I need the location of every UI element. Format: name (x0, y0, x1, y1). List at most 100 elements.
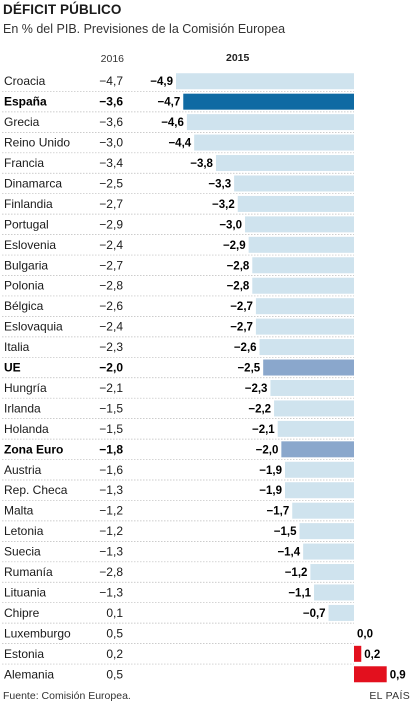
value-2015-label: −2,7 (230, 301, 253, 313)
bar-2015 (215, 155, 354, 172)
bar-2015 (354, 666, 387, 683)
value-2016-label: −2,3 (99, 340, 123, 354)
value-2015-label: −2,1 (252, 424, 275, 436)
bar-2015 (259, 339, 354, 356)
value-2015-label: −2,3 (245, 383, 268, 395)
value-2015-label: −1,9 (259, 485, 282, 497)
value-2015-label: −1,1 (288, 587, 311, 599)
bar-2015 (281, 441, 354, 458)
value-2016-label: −2,0 (99, 361, 123, 375)
value-2016-label: −2,8 (99, 279, 123, 293)
value-2016-label: −1,5 (99, 422, 123, 436)
bar-2015 (194, 134, 354, 151)
value-2015-label: 0,2 (364, 649, 380, 661)
value-2016-label: −1,2 (99, 524, 123, 538)
bar-2015 (299, 523, 354, 540)
bar-2015 (354, 645, 362, 662)
value-2015-label: 0,0 (357, 628, 373, 640)
publisher-logo: EL PAÍS (369, 690, 410, 702)
value-2016-label: −1,3 (99, 545, 123, 559)
country-label: España (4, 95, 47, 109)
value-2015-label: −3,3 (208, 178, 231, 190)
value-2015-label: −4,9 (150, 76, 173, 88)
value-2015-label: −0,7 (303, 608, 326, 620)
value-2015-label: −1,7 (267, 506, 290, 518)
value-2016-label: −3,4 (99, 156, 123, 170)
bar-2015 (270, 379, 354, 396)
country-label: UE (4, 361, 21, 375)
country-label: Eslovaquia (4, 320, 63, 334)
bar-2015 (248, 236, 354, 253)
country-label: Rumanía (4, 565, 53, 579)
value-2015-label: −3,8 (190, 158, 213, 170)
value-2015-label: −2,6 (234, 342, 257, 354)
bar-2015 (328, 604, 354, 621)
country-label: Polonia (4, 279, 44, 293)
country-label: Italia (4, 340, 30, 354)
bar-2015 (252, 277, 354, 294)
country-label: Zona Euro (4, 442, 63, 456)
bar-2015 (255, 318, 354, 335)
country-label: Francia (4, 156, 44, 170)
country-label: Rep. Checa (4, 483, 68, 497)
value-2016-label: −4,7 (99, 74, 123, 88)
country-label: Bélgica (4, 299, 44, 313)
chart-subtitle: En % del PIB. Previsiones de la Comisión… (3, 22, 286, 36)
value-2016-label: −3,6 (99, 115, 123, 129)
value-2016-label: −2,6 (99, 299, 123, 313)
chart-title: DÉFICIT PÚBLICO (3, 2, 122, 17)
value-2016-label: −2,1 (99, 381, 123, 395)
value-2016-label: −3,0 (99, 136, 123, 150)
value-2015-label: −1,9 (259, 465, 282, 477)
value-2015-label: −4,4 (168, 138, 191, 150)
bar-2015 (292, 502, 354, 519)
country-label: Suecia (4, 545, 41, 559)
bar-2015 (277, 420, 354, 437)
country-label: Hungría (4, 381, 47, 395)
value-2015-label: −1,4 (277, 547, 300, 559)
country-label: Lituania (4, 585, 46, 599)
column-header-2015: 2015 (226, 52, 250, 64)
country-label: Holanda (4, 422, 49, 436)
value-2016-label: −2,4 (99, 238, 123, 252)
column-header-2016: 2016 (100, 53, 124, 65)
bar-2015 (303, 543, 354, 560)
value-2015-label: −3,2 (212, 199, 235, 211)
bar-2015 (263, 359, 354, 376)
country-label: Letonia (4, 524, 44, 538)
bar-2015 (245, 216, 354, 233)
country-label: Grecia (4, 115, 40, 129)
value-2016-label: −2,7 (99, 258, 123, 272)
value-2016-label: −1,2 (99, 504, 123, 518)
bar-2015 (237, 195, 354, 212)
value-2016-label: −1,8 (99, 442, 123, 456)
value-2016-label: −1,3 (99, 483, 123, 497)
value-2015-label: 0,9 (390, 669, 406, 681)
bar-2015 (234, 175, 354, 192)
value-2015-label: −2,7 (230, 322, 253, 334)
value-2015-label: −2,8 (227, 281, 250, 293)
value-2015-label: −1,5 (274, 526, 297, 538)
value-2015-label: −1,2 (285, 567, 308, 579)
value-2015-label: −4,7 (158, 97, 181, 109)
country-label: Eslovenia (4, 238, 56, 252)
value-2016-label: −1,3 (99, 585, 123, 599)
bar-2015 (310, 564, 354, 581)
value-2015-label: −3,0 (219, 219, 242, 231)
value-2016-label: −2,4 (99, 320, 123, 334)
country-label: Croacia (4, 74, 46, 88)
value-2016-label: −2,9 (99, 217, 123, 231)
value-2016-label: 0,5 (106, 667, 123, 681)
value-2016-label: 0,2 (106, 647, 123, 661)
value-2016-label: −2,7 (99, 197, 123, 211)
country-label: Estonia (4, 647, 44, 661)
bar-2015 (186, 114, 354, 131)
value-2015-label: −2,5 (237, 363, 260, 375)
country-label: Luxemburgo (4, 626, 71, 640)
bar-2015 (252, 257, 354, 274)
bar-2015 (176, 73, 354, 90)
value-2016-label: −2,8 (99, 565, 123, 579)
country-label: Portugal (4, 217, 49, 231)
bar-2015 (274, 400, 354, 417)
